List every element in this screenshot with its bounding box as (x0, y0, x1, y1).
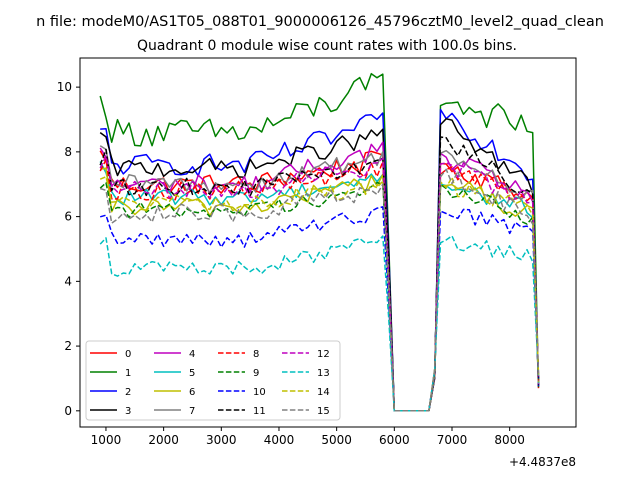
y-axis: 0 2 4 6 8 10 (57, 80, 80, 418)
legend-label-7: 7 (189, 406, 195, 417)
plot-area (79, 57, 577, 428)
legend-label-11: 11 (253, 406, 266, 417)
legend-label-4: 4 (189, 349, 195, 360)
series-line-10 (100, 206, 540, 412)
legend-label-0: 0 (125, 349, 131, 360)
series-line-11 (99, 136, 540, 412)
series-line-3 (99, 118, 540, 412)
legend-label-8: 8 (253, 349, 259, 360)
legend-box (85, 340, 341, 421)
plot-frame (79, 57, 577, 428)
legend-label-10: 10 (253, 387, 266, 398)
x-tick-label: 1000 (91, 433, 122, 447)
series-line-9 (99, 181, 540, 412)
x-tick-label: 5000 (321, 433, 352, 447)
y-tick-label: 10 (57, 80, 72, 94)
series-line-12 (99, 155, 540, 412)
y-tick-label: 2 (64, 339, 72, 353)
legend-label-6: 6 (189, 387, 195, 398)
series-line-6 (100, 167, 540, 412)
series-line-7 (99, 145, 540, 412)
x-tick-label: 8000 (494, 433, 525, 447)
x-tick-label: 2000 (148, 433, 179, 447)
x-tick-label: 6000 (379, 433, 410, 447)
x-tick-label: 4000 (264, 433, 295, 447)
legend-label-14: 14 (317, 387, 330, 398)
legend-label-1: 1 (125, 368, 131, 379)
x-offset-label: +4.4837e8 (509, 455, 576, 469)
figure-suptitle: n file: modeM0/AS1T05_088T01_9000006126_… (36, 14, 604, 30)
legend-label-9: 9 (253, 368, 259, 379)
series-line-15 (99, 168, 540, 412)
x-axis: 1000 2000 3000 4000 5000 6000 7000 8000 (91, 427, 525, 447)
legend-label-3: 3 (125, 406, 131, 417)
series-line-1 (99, 72, 540, 412)
legend-label-12: 12 (317, 349, 330, 360)
y-tick-label: 8 (64, 145, 72, 159)
x-tick-label: 7000 (437, 433, 468, 447)
x-tick-label: 3000 (206, 433, 237, 447)
legend-label-15: 15 (317, 406, 330, 417)
legend-label-2: 2 (125, 387, 131, 398)
legend-label-13: 13 (317, 368, 330, 379)
series-line-14 (99, 175, 540, 412)
y-tick-label: 6 (64, 210, 72, 224)
y-tick-label: 4 (64, 274, 72, 288)
legend-label-5: 5 (189, 368, 195, 379)
series-line-13 (99, 235, 540, 412)
series-line-0 (99, 150, 540, 412)
y-tick-label: 0 (64, 404, 72, 418)
chart-title: Quadrant 0 module wise count rates with … (137, 38, 517, 54)
